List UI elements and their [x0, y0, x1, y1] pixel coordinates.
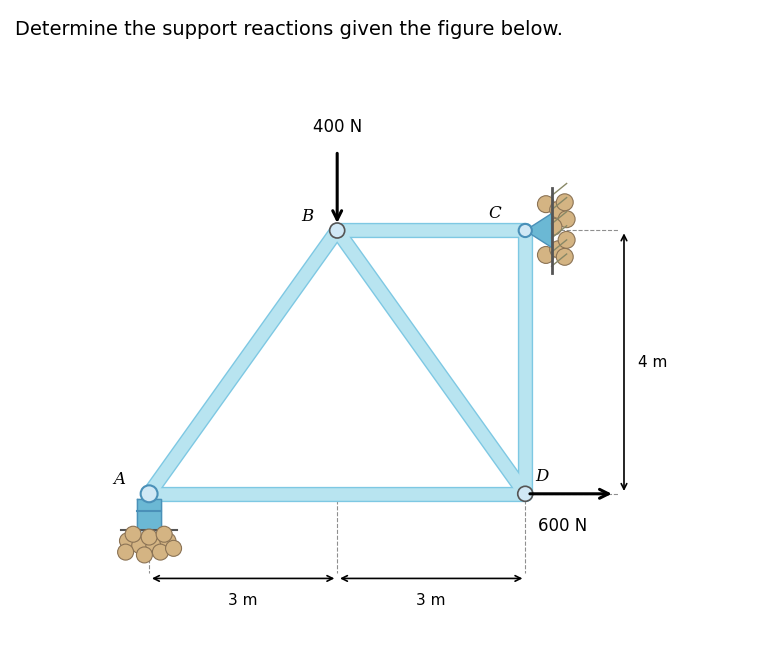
Text: B: B [301, 208, 313, 225]
Circle shape [125, 526, 141, 542]
Circle shape [118, 544, 134, 560]
Circle shape [156, 526, 172, 542]
Text: 600 N: 600 N [538, 518, 587, 536]
Text: 400 N: 400 N [313, 119, 362, 137]
Circle shape [140, 486, 158, 502]
Polygon shape [525, 213, 552, 247]
Circle shape [165, 540, 181, 556]
Circle shape [518, 224, 532, 237]
Text: 3 m: 3 m [417, 592, 446, 608]
Circle shape [141, 529, 157, 545]
Text: D: D [536, 468, 549, 486]
Circle shape [132, 538, 148, 554]
Text: Determine the support reactions given the figure below.: Determine the support reactions given th… [15, 20, 563, 39]
Text: C: C [489, 205, 502, 222]
Circle shape [137, 547, 153, 563]
Circle shape [550, 241, 567, 257]
Circle shape [119, 533, 135, 549]
Circle shape [550, 201, 567, 218]
Circle shape [545, 218, 562, 235]
Circle shape [146, 538, 162, 554]
Circle shape [329, 223, 345, 238]
Text: A: A [113, 471, 125, 488]
Text: 4 m: 4 m [638, 355, 667, 370]
Circle shape [556, 248, 573, 265]
Circle shape [518, 486, 533, 502]
Circle shape [160, 533, 176, 549]
Circle shape [153, 544, 168, 560]
Circle shape [558, 231, 575, 248]
Polygon shape [137, 498, 162, 530]
Circle shape [558, 211, 575, 227]
Circle shape [537, 195, 554, 213]
Circle shape [556, 194, 573, 211]
Circle shape [537, 247, 554, 263]
Text: 3 m: 3 m [228, 592, 258, 608]
